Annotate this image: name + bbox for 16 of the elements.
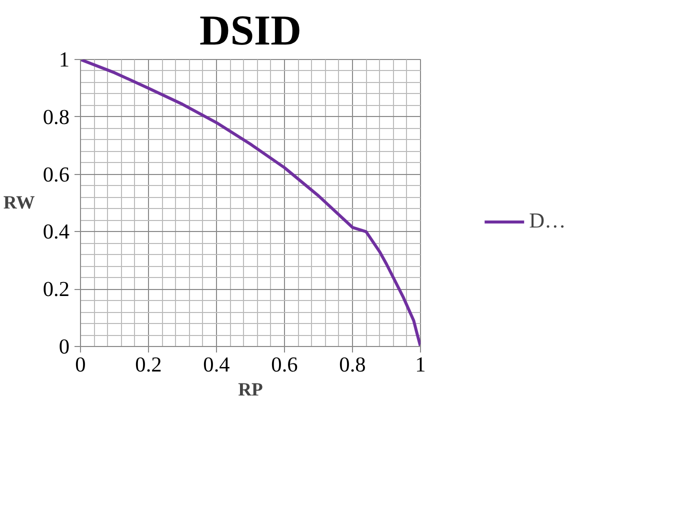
y-tick-label: 0 (58, 334, 70, 358)
x-tick-label: 1 (415, 352, 426, 376)
y-tick-label: 0.6 (42, 162, 70, 186)
y-tick-label: 0.2 (42, 277, 70, 302)
legend-label: D… (529, 208, 566, 234)
x-tick-label: 0.2 (135, 352, 162, 376)
y-tick-label: 0.4 (42, 220, 70, 244)
chart-title: DSID (200, 8, 302, 54)
x-axis-title: RP (238, 380, 263, 400)
x-tick-label: 0.4 (203, 352, 230, 376)
x-tick-label: 0 (75, 352, 86, 376)
y-axis-title: RW (3, 192, 36, 214)
x-tick-label: 0.8 (339, 352, 366, 376)
x-tick-label: 0.6 (271, 352, 298, 376)
y-tick-label: 0.8 (42, 104, 70, 129)
y-tick-label: 1 (58, 48, 70, 72)
